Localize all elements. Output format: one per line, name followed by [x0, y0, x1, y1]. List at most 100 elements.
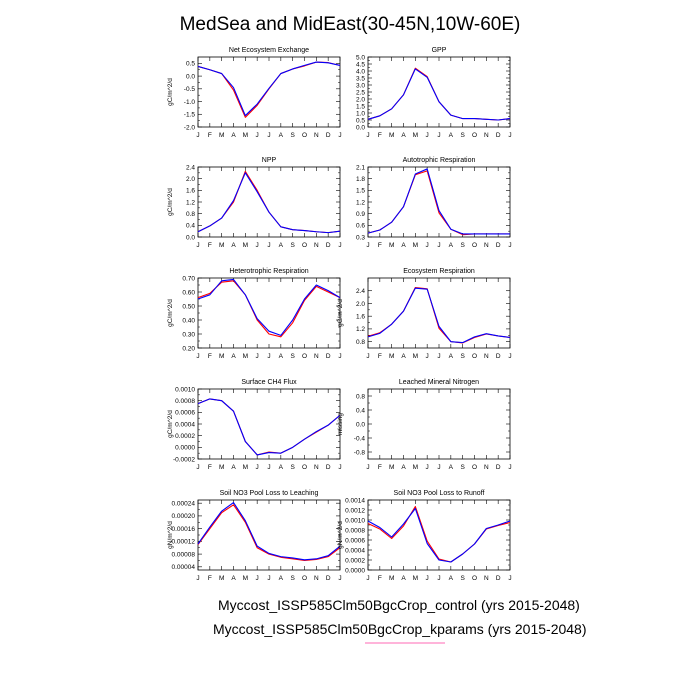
y-axis-label: gC/m^2/d — [167, 410, 174, 438]
x-tick-label: J — [256, 242, 259, 249]
panel-title: Soil NO3 Pool Loss to Runoff — [394, 490, 485, 497]
y-tick-label: 0.60 — [182, 289, 195, 296]
x-tick-label: F — [208, 242, 212, 249]
series-line-control — [367, 505, 511, 563]
series-line-kparams — [367, 168, 510, 235]
x-tick-label: M — [413, 464, 418, 471]
series-line-kparams — [197, 61, 341, 117]
y-tick-label: 0.9 — [356, 211, 365, 218]
x-tick-label: D — [496, 464, 501, 471]
panel-title: Net Ecosystem Exchange — [229, 47, 309, 54]
y-tick-label: 0.0002 — [345, 557, 365, 564]
x-tick-label: F — [378, 575, 382, 582]
y-tick-label: 0.50 — [182, 303, 195, 310]
x-tick-label: J — [267, 575, 270, 582]
y-axis-label: gN/m^2/d — [167, 521, 174, 549]
x-tick-label: S — [460, 242, 465, 249]
y-tick-label: 0.00024 — [172, 500, 196, 507]
x-tick-label: J — [338, 242, 341, 249]
x-tick-label: J — [508, 242, 511, 249]
x-tick-label: N — [314, 464, 319, 471]
y-tick-label: 0.0000 — [345, 567, 365, 574]
x-tick-label: N — [314, 132, 319, 139]
x-tick-label: D — [496, 575, 501, 582]
y-tick-label: 0.5 — [186, 61, 195, 68]
y-axis-label: gC/m^2/d — [167, 78, 174, 106]
x-tick-label: F — [378, 242, 382, 249]
y-tick-label: 3.5 — [356, 75, 365, 82]
y-tick-label: -0.8 — [354, 449, 366, 456]
y-tick-label: 3.0 — [356, 82, 365, 89]
y-tick-label: 0.0004 — [175, 421, 195, 428]
x-tick-label: F — [208, 575, 212, 582]
y-tick-label: 0.0008 — [175, 398, 195, 405]
y-tick-label: 0.0 — [356, 421, 365, 428]
y-tick-label: 0.0006 — [175, 410, 195, 417]
x-tick-label: J — [508, 132, 511, 139]
x-tick-label: J — [366, 464, 369, 471]
x-tick-label: J — [366, 353, 369, 360]
y-tick-label: 0.00012 — [172, 539, 196, 546]
y-tick-label: 4.0 — [356, 68, 365, 75]
plot-frame — [197, 166, 341, 238]
x-tick-label: O — [302, 242, 307, 249]
x-tick-label: J — [256, 353, 259, 360]
x-tick-label: S — [290, 242, 295, 249]
x-tick-label: M — [389, 132, 394, 139]
x-tick-label: O — [472, 464, 477, 471]
series-line-control — [367, 170, 510, 236]
y-tick-label: 0.70 — [182, 275, 195, 282]
x-tick-label: A — [449, 353, 454, 360]
y-tick-label: 0.0 — [186, 234, 195, 241]
x-tick-label: J — [196, 132, 199, 139]
x-tick-label: J — [508, 464, 511, 471]
x-tick-label: A — [401, 464, 406, 471]
plot-frame — [197, 388, 341, 460]
x-tick-label: J — [437, 464, 440, 471]
y-tick-label: 0.8 — [186, 211, 195, 218]
y-tick-label: 0.00020 — [172, 513, 196, 520]
x-tick-label: A — [279, 242, 284, 249]
y-tick-label: -0.0002 — [173, 456, 195, 463]
x-tick-label: A — [449, 575, 454, 582]
x-tick-label: J — [426, 242, 429, 249]
plot-frame — [197, 56, 341, 128]
x-tick-label: O — [302, 353, 307, 360]
x-tick-label: F — [208, 132, 212, 139]
y-tick-label: 0.40 — [182, 317, 195, 324]
y-tick-label: 0.00004 — [172, 564, 196, 571]
x-tick-label: N — [484, 242, 489, 249]
y-tick-label: 1.2 — [356, 199, 365, 206]
y-tick-label: 0.3 — [356, 234, 365, 241]
panel-title: Soil NO3 Pool Loss to Leaching — [220, 490, 319, 497]
x-tick-label: M — [413, 575, 418, 582]
x-tick-label: J — [437, 575, 440, 582]
x-tick-label: J — [366, 132, 369, 139]
x-tick-label: J — [366, 242, 369, 249]
legend-label-kparams: Myccost_ISSP585Clm50BgcCrop_kparams (yrs… — [213, 621, 587, 637]
x-tick-label: F — [378, 464, 382, 471]
x-tick-label: A — [449, 242, 454, 249]
y-tick-label: 1.5 — [356, 188, 365, 195]
y-tick-label: 2.0 — [186, 176, 195, 183]
legend-entry-control: Myccost_ISSP585Clm50BgcCrop_control (yrs… — [218, 597, 580, 613]
x-tick-label: J — [196, 575, 199, 582]
x-tick-label: J — [196, 464, 199, 471]
x-tick-label: S — [460, 353, 465, 360]
y-tick-label: -0.5 — [184, 86, 196, 93]
x-tick-label: F — [208, 353, 212, 360]
legend-entry-kparams: Myccost_ISSP585Clm50BgcCrop_kparams (yrs… — [213, 621, 587, 637]
y-tick-label: 1.8 — [356, 176, 365, 183]
panel-title: Autotrophic Respiration — [403, 157, 476, 164]
y-tick-label: 2.0 — [356, 301, 365, 308]
x-tick-label: M — [243, 132, 248, 139]
